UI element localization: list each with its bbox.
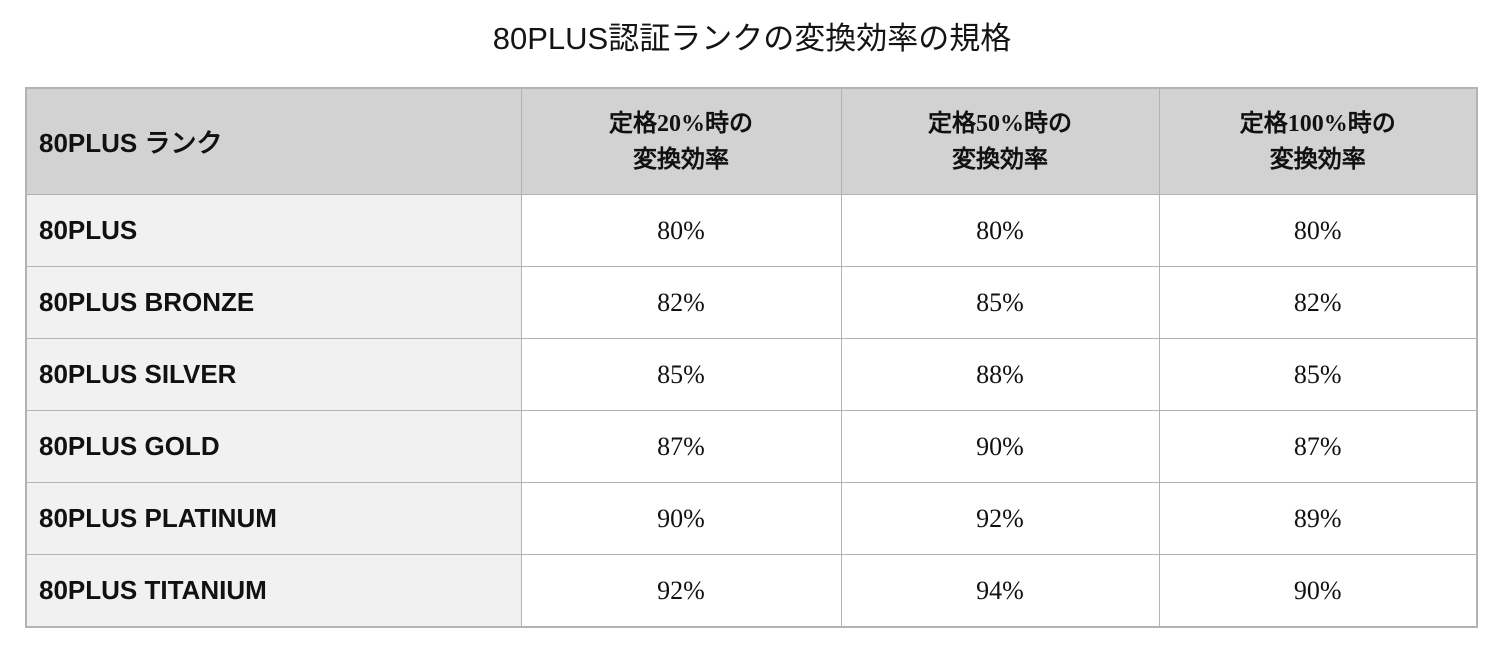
- cell-load100: 90%: [1158, 554, 1478, 628]
- table-header: 80PLUS ランク 定格20%時の 変換効率 定格50%時の 変換効率 定格1…: [25, 87, 1478, 195]
- cell-rank: 80PLUS PLATINUM: [25, 482, 522, 555]
- column-header-load50-line1: 定格50%時の: [928, 110, 1072, 137]
- cell-rank: 80PLUS BRONZE: [25, 266, 522, 339]
- spec-table-container: 80PLUS ランク 定格20%時の 変換効率 定格50%時の 変換効率 定格1…: [25, 87, 1478, 628]
- column-header-load100-line2: 変換効率: [1269, 146, 1366, 173]
- cell-load20: 80%: [520, 194, 842, 267]
- cell-load50: 94%: [840, 554, 1160, 628]
- table-row: 80PLUS 80% 80% 80%: [25, 194, 1478, 267]
- column-header-load50-line2: 変換効率: [952, 146, 1048, 173]
- cell-load50: 85%: [840, 266, 1160, 339]
- cell-load20: 82%: [520, 266, 842, 339]
- cell-load100: 80%: [1158, 194, 1478, 267]
- column-header-load20-line1: 定格20%時の: [609, 110, 753, 137]
- table-row: 80PLUS GOLD 87% 90% 87%: [25, 410, 1478, 483]
- efficiency-spec-table: 80PLUS ランク 定格20%時の 変換効率 定格50%時の 変換効率 定格1…: [25, 87, 1478, 628]
- cell-load50: 88%: [840, 338, 1160, 411]
- cell-load100: 87%: [1158, 410, 1478, 483]
- column-header-load50: 定格50%時の 変換効率: [840, 87, 1160, 195]
- cell-load20: 90%: [520, 482, 842, 555]
- table-body: 80PLUS 80% 80% 80% 80PLUS BRONZE 82% 85%…: [25, 194, 1478, 628]
- table-row: 80PLUS TITANIUM 92% 94% 90%: [25, 554, 1478, 628]
- table-row: 80PLUS SILVER 85% 88% 85%: [25, 338, 1478, 411]
- column-header-load100-line1: 定格100%時の: [1239, 110, 1396, 137]
- table-row: 80PLUS PLATINUM 90% 92% 89%: [25, 482, 1478, 555]
- column-header-load20-line2: 変換効率: [633, 146, 729, 173]
- cell-load20: 87%: [520, 410, 842, 483]
- cell-load100: 85%: [1158, 338, 1478, 411]
- cell-load20: 85%: [520, 338, 842, 411]
- column-header-rank: 80PLUS ランク: [25, 87, 522, 195]
- cell-rank: 80PLUS: [25, 194, 522, 267]
- table-header-row: 80PLUS ランク 定格20%時の 変換効率 定格50%時の 変換効率 定格1…: [25, 87, 1478, 195]
- column-header-load20: 定格20%時の 変換効率: [520, 87, 842, 195]
- cell-rank: 80PLUS GOLD: [25, 410, 522, 483]
- cell-load50: 80%: [840, 194, 1160, 267]
- cell-load50: 92%: [840, 482, 1160, 555]
- column-header-load100: 定格100%時の 変換効率: [1158, 87, 1478, 195]
- cell-rank: 80PLUS SILVER: [25, 338, 522, 411]
- table-row: 80PLUS BRONZE 82% 85% 82%: [25, 266, 1478, 339]
- page-title: 80PLUS認証ランクの変換効率の規格: [492, 21, 1012, 56]
- cell-load50: 90%: [840, 410, 1160, 483]
- cell-load20: 92%: [520, 554, 842, 628]
- cell-rank: 80PLUS TITANIUM: [25, 554, 522, 628]
- cell-load100: 82%: [1158, 266, 1478, 339]
- cell-load100: 89%: [1158, 482, 1478, 555]
